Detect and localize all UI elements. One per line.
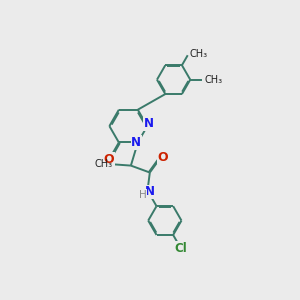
Text: N: N (131, 136, 141, 149)
Text: Cl: Cl (175, 242, 187, 255)
Text: CH₃: CH₃ (205, 75, 223, 85)
Text: CH₃: CH₃ (189, 49, 207, 59)
Text: N: N (145, 185, 155, 198)
Text: O: O (104, 153, 115, 166)
Text: CH₃: CH₃ (94, 159, 112, 170)
Text: H: H (140, 190, 147, 200)
Text: N: N (144, 117, 154, 130)
Text: O: O (157, 151, 168, 164)
